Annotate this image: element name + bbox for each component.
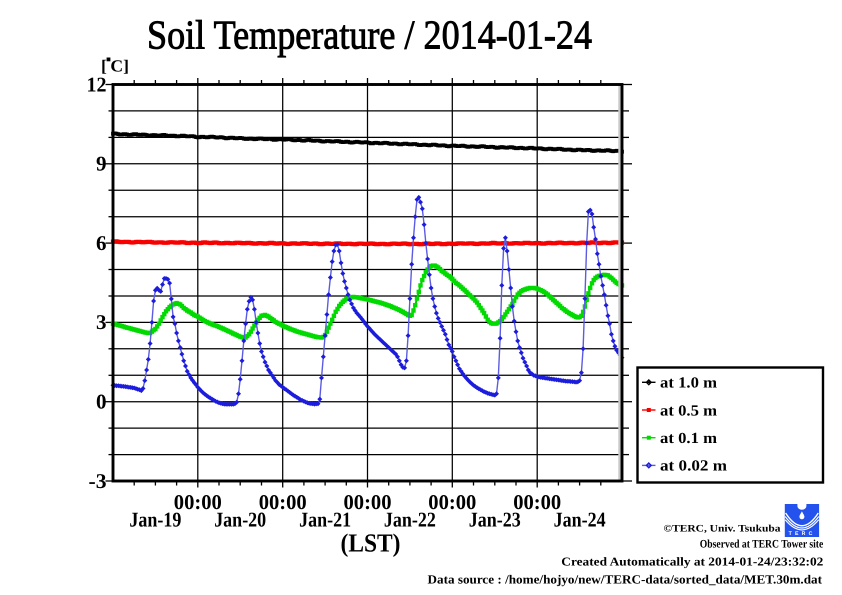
svg-text:00:00: 00:00 (428, 490, 476, 514)
svg-text:00:00: 00:00 (344, 490, 392, 514)
svg-text:Jan-23: Jan-23 (469, 508, 521, 532)
svg-text:Jan-21: Jan-21 (299, 508, 351, 532)
svg-text:Soil Temperature / 2014-01-24: Soil Temperature / 2014-01-24 (147, 12, 592, 58)
svg-text:9: 9 (96, 152, 107, 176)
svg-text:©TERC, Univ. Tsukuba: ©TERC, Univ. Tsukuba (664, 524, 781, 535)
svg-text:Created Automatically at 2014-: Created Automatically at 2014-01-24/23:3… (561, 555, 823, 569)
svg-text:12: 12 (87, 72, 107, 96)
svg-text:Jan-22: Jan-22 (384, 508, 436, 532)
svg-text:0: 0 (96, 390, 107, 414)
svg-text:Data source : /home/hojyo/new/: Data source : /home/hojyo/new/TERC-data/… (428, 573, 823, 587)
svg-text:TERC: TERC (789, 531, 816, 537)
svg-text:[ C]: [ C] (101, 57, 129, 76)
svg-text:-3: -3 (89, 469, 107, 493)
svg-text:00:00: 00:00 (513, 490, 561, 514)
svg-text:at 1.0 m: at 1.0 m (660, 375, 717, 392)
svg-text:Jan-20: Jan-20 (214, 508, 266, 532)
svg-text:00:00: 00:00 (174, 490, 222, 514)
svg-text:at 0.5 m: at 0.5 m (660, 402, 717, 419)
svg-text:3: 3 (96, 310, 107, 334)
svg-text:at 0.02 m: at 0.02 m (660, 458, 727, 475)
svg-text:6: 6 (96, 231, 107, 255)
svg-text:(LST): (LST) (341, 529, 401, 558)
svg-text:Jan-24: Jan-24 (554, 508, 606, 532)
svg-text:Jan-19: Jan-19 (129, 508, 181, 532)
svg-text:at 0.1 m: at 0.1 m (660, 430, 717, 447)
svg-text:Observed at TERC Tower site: Observed at TERC Tower site (700, 539, 824, 551)
svg-text:00:00: 00:00 (259, 490, 307, 514)
